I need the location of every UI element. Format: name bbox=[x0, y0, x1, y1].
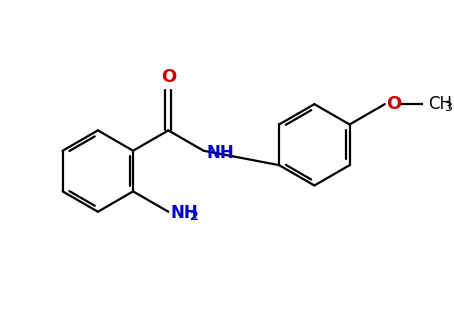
Text: NH: NH bbox=[171, 204, 199, 222]
Text: 2: 2 bbox=[190, 210, 199, 223]
Text: 3: 3 bbox=[444, 101, 452, 114]
Text: NH: NH bbox=[206, 144, 234, 162]
Text: CH: CH bbox=[428, 95, 452, 113]
Text: O: O bbox=[386, 95, 401, 113]
Text: O: O bbox=[161, 68, 176, 86]
